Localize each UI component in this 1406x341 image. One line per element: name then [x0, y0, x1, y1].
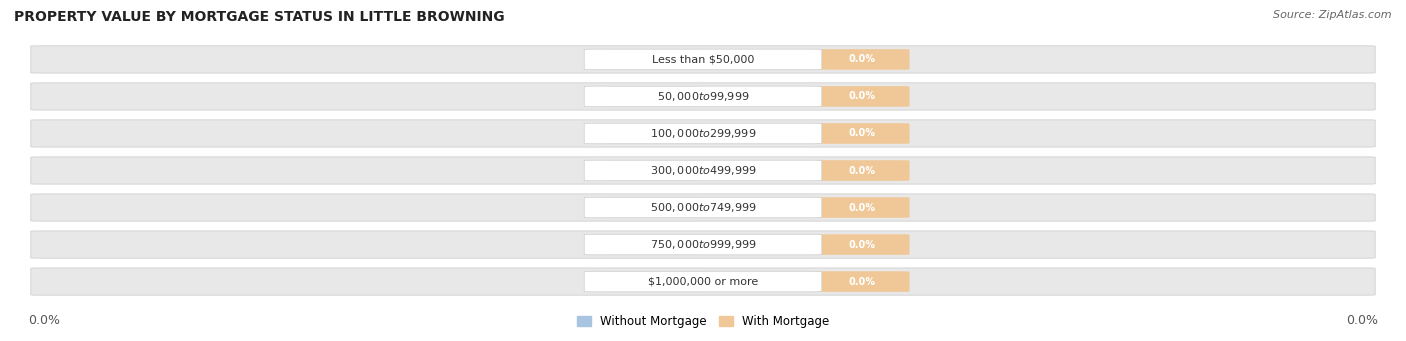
FancyBboxPatch shape — [814, 197, 910, 218]
FancyBboxPatch shape — [605, 160, 700, 181]
Text: $750,000 to $999,999: $750,000 to $999,999 — [650, 238, 756, 251]
FancyBboxPatch shape — [814, 49, 910, 70]
FancyBboxPatch shape — [814, 86, 910, 107]
Text: 0.0%: 0.0% — [1346, 314, 1378, 327]
FancyBboxPatch shape — [585, 86, 821, 107]
FancyBboxPatch shape — [585, 123, 821, 144]
FancyBboxPatch shape — [585, 234, 821, 255]
FancyBboxPatch shape — [585, 49, 821, 70]
FancyBboxPatch shape — [605, 197, 700, 218]
FancyBboxPatch shape — [31, 231, 1375, 258]
Text: Source: ZipAtlas.com: Source: ZipAtlas.com — [1274, 10, 1392, 20]
Text: 0.0%: 0.0% — [848, 129, 875, 138]
Text: PROPERTY VALUE BY MORTGAGE STATUS IN LITTLE BROWNING: PROPERTY VALUE BY MORTGAGE STATUS IN LIT… — [14, 10, 505, 24]
Text: $300,000 to $499,999: $300,000 to $499,999 — [650, 164, 756, 177]
Text: 0.0%: 0.0% — [638, 129, 666, 138]
Text: 0.0%: 0.0% — [848, 165, 875, 176]
FancyBboxPatch shape — [31, 268, 1375, 295]
Text: 0.0%: 0.0% — [28, 314, 60, 327]
Text: 0.0%: 0.0% — [638, 55, 666, 64]
Text: 0.0%: 0.0% — [848, 239, 875, 250]
FancyBboxPatch shape — [31, 46, 1375, 73]
Text: $50,000 to $99,999: $50,000 to $99,999 — [657, 90, 749, 103]
FancyBboxPatch shape — [814, 123, 910, 144]
FancyBboxPatch shape — [605, 49, 700, 70]
FancyBboxPatch shape — [605, 271, 700, 292]
FancyBboxPatch shape — [814, 271, 910, 292]
Text: 0.0%: 0.0% — [638, 277, 666, 286]
FancyBboxPatch shape — [605, 123, 700, 144]
Text: $100,000 to $299,999: $100,000 to $299,999 — [650, 127, 756, 140]
FancyBboxPatch shape — [31, 157, 1375, 184]
FancyBboxPatch shape — [585, 197, 821, 218]
FancyBboxPatch shape — [585, 271, 821, 292]
Text: $1,000,000 or more: $1,000,000 or more — [648, 277, 758, 286]
FancyBboxPatch shape — [605, 86, 700, 107]
Text: 0.0%: 0.0% — [848, 203, 875, 212]
Legend: Without Mortgage, With Mortgage: Without Mortgage, With Mortgage — [572, 311, 834, 333]
FancyBboxPatch shape — [585, 160, 821, 181]
Text: 0.0%: 0.0% — [638, 91, 666, 102]
FancyBboxPatch shape — [31, 83, 1375, 110]
FancyBboxPatch shape — [814, 234, 910, 255]
Text: 0.0%: 0.0% — [848, 55, 875, 64]
FancyBboxPatch shape — [31, 194, 1375, 221]
FancyBboxPatch shape — [31, 120, 1375, 147]
Text: 0.0%: 0.0% — [638, 239, 666, 250]
Text: Less than $50,000: Less than $50,000 — [652, 55, 754, 64]
FancyBboxPatch shape — [814, 160, 910, 181]
Text: 0.0%: 0.0% — [848, 91, 875, 102]
Text: 0.0%: 0.0% — [638, 203, 666, 212]
Text: 0.0%: 0.0% — [848, 277, 875, 286]
Text: $500,000 to $749,999: $500,000 to $749,999 — [650, 201, 756, 214]
Text: 0.0%: 0.0% — [638, 165, 666, 176]
FancyBboxPatch shape — [605, 234, 700, 255]
